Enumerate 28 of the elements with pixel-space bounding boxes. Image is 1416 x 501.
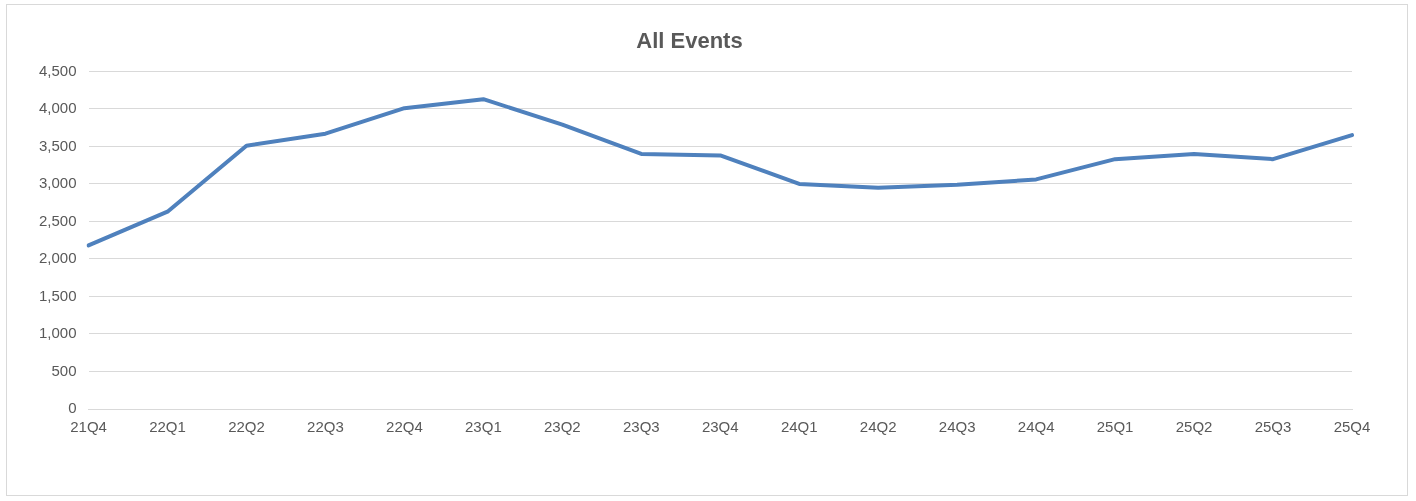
x-tick-label: 22Q4 bbox=[386, 418, 423, 436]
y-tick-label: 2,000 bbox=[38, 249, 77, 267]
x-tick-label: 22Q2 bbox=[228, 418, 265, 436]
x-tick-label: 23Q4 bbox=[701, 418, 739, 436]
x-tick-label: 25Q1 bbox=[1096, 418, 1134, 436]
y-tick-label: 4,000 bbox=[38, 99, 77, 117]
y-tick-label: 0 bbox=[68, 399, 77, 417]
x-tick-label: 25Q3 bbox=[1254, 418, 1292, 436]
x-tick-label: 25Q4 bbox=[1333, 418, 1371, 436]
y-tick-label: 3,500 bbox=[38, 136, 77, 154]
x-tick-label: 22Q1 bbox=[149, 418, 186, 436]
x-tick-label: 25Q2 bbox=[1175, 418, 1213, 436]
x-tick-label: 23Q2 bbox=[543, 418, 581, 436]
x-tick-label: 24Q4 bbox=[1017, 418, 1055, 436]
x-tick-label: 23Q3 bbox=[622, 418, 660, 436]
x-tick-label: 24Q1 bbox=[780, 418, 818, 436]
x-tick-label: 24Q3 bbox=[938, 418, 976, 436]
x-tick-label: 24Q2 bbox=[859, 418, 897, 436]
y-tick-label: 3,000 bbox=[38, 174, 77, 192]
y-tick-label: 4,500 bbox=[38, 61, 77, 79]
y-tick-label: 1,000 bbox=[38, 324, 77, 342]
y-tick-label: 2,500 bbox=[38, 211, 77, 229]
x-tick-label: 21Q4 bbox=[70, 418, 107, 436]
y-tick-label: 500 bbox=[51, 361, 77, 379]
y-tick-label: 1,500 bbox=[38, 286, 77, 304]
x-tick-label: 23Q1 bbox=[465, 418, 502, 436]
x-tick-label: 22Q3 bbox=[307, 418, 344, 436]
chart-title: All Events bbox=[636, 28, 743, 54]
